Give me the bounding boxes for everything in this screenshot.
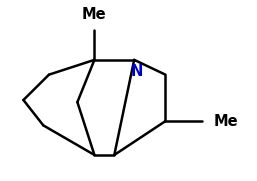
Text: Me: Me <box>82 7 107 22</box>
Text: Me: Me <box>214 114 238 129</box>
Text: N: N <box>131 64 143 79</box>
